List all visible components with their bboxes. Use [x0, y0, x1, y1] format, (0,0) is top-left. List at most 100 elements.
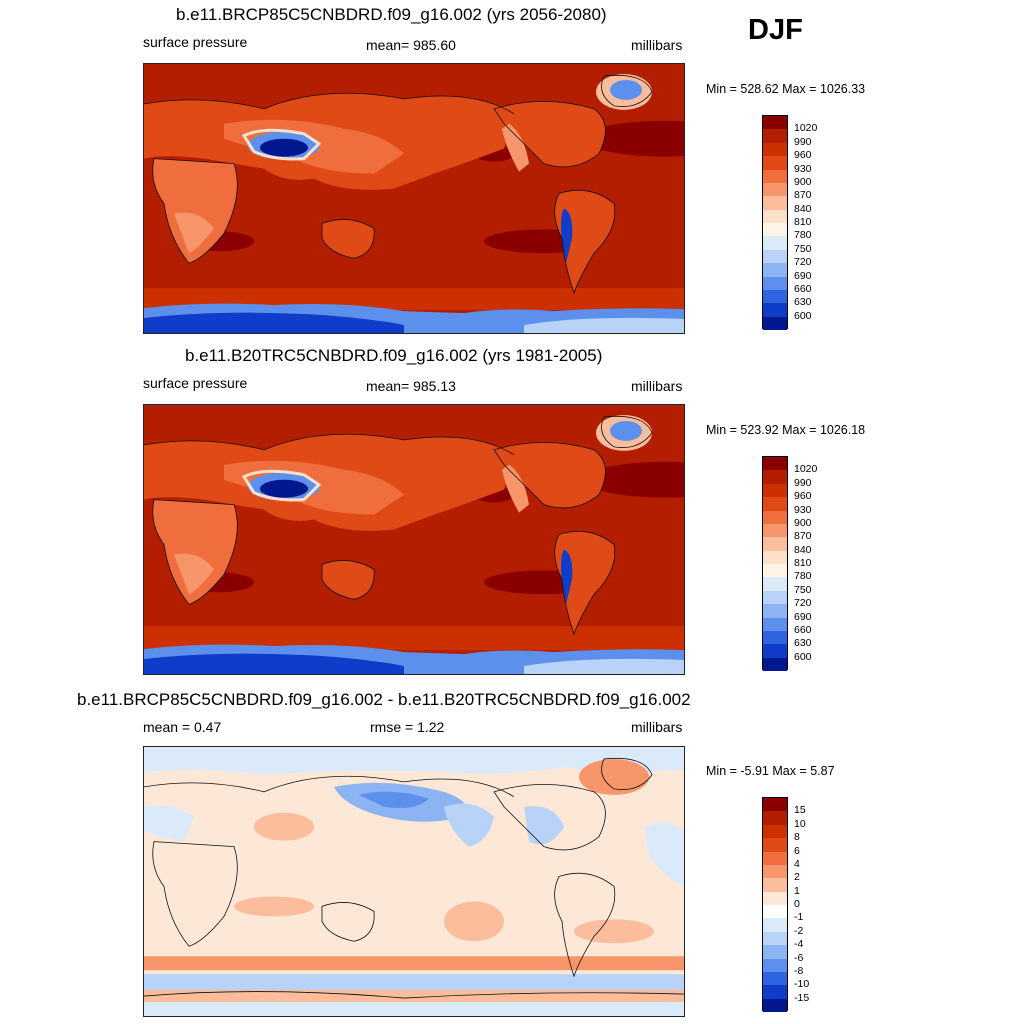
colorbar-swatch	[763, 523, 787, 538]
colorbar-swatch	[763, 891, 787, 905]
colorbar-swatch	[763, 276, 787, 290]
colorbar-swatch	[763, 470, 787, 484]
colorbar-swatch	[763, 564, 787, 578]
colorbar-swatch	[763, 590, 787, 605]
panel-top-map	[143, 63, 685, 334]
panel-middle-units-label: millibars	[631, 378, 683, 394]
colorbar-swatch	[763, 457, 787, 471]
colorbar-tick-label: 720	[794, 597, 812, 610]
panel-bottom-units-label: millibars	[631, 719, 683, 735]
panel-top-title: b.e11.BRCP85C5CNBDRD.f09_g16.002 (yrs 20…	[176, 5, 607, 24]
colorbar-tick-label: -4	[794, 938, 804, 951]
colorbar-swatch	[763, 905, 787, 919]
colorbar-swatch	[763, 316, 787, 330]
colorbar-tick-label: 720	[794, 256, 812, 269]
panel-top-mean-label: mean= 985.60	[366, 37, 456, 53]
colorbar-swatch	[763, 169, 787, 183]
colorbar-swatch	[763, 223, 787, 237]
colorbar-swatch	[763, 497, 787, 511]
colorbar-tick-label: 810	[794, 557, 812, 569]
panel-bottom-colorbar	[762, 797, 788, 1012]
colorbar-swatch	[763, 289, 787, 304]
colorbar-tick-label: 990	[794, 476, 812, 489]
colorbar-swatch	[763, 510, 787, 524]
colorbar-tick-label: 660	[794, 282, 812, 295]
colorbar-tick-label: 930	[794, 503, 812, 516]
colorbar-swatch	[763, 971, 787, 986]
colorbar-swatch	[763, 156, 787, 170]
colorbar-swatch	[763, 116, 787, 130]
colorbar-swatch	[763, 798, 787, 812]
panel-middle-minmax: Min = 523.92 Max = 1026.18	[706, 423, 866, 437]
colorbar-tick-label: 750	[794, 242, 812, 255]
colorbar-tick-label: 600	[794, 650, 812, 663]
panel-middle-title: b.e11.B20TRC5CNBDRD.f09_g16.002 (yrs 198…	[185, 346, 603, 365]
colorbar-tick-label: 780	[794, 229, 812, 242]
colorbar-tick-label: 630	[794, 296, 812, 309]
colorbar-tick-label: 870	[794, 189, 812, 202]
colorbar-tick-label: 1020	[794, 463, 818, 476]
colorbar-tick-label: 750	[794, 583, 812, 596]
colorbar-tick-label: -1	[794, 911, 804, 924]
panel-middle-colorbar	[762, 456, 788, 671]
colorbar-tick-label: 4	[794, 857, 800, 870]
colorbar-swatch	[763, 577, 787, 591]
colorbar-tick-label: 8	[794, 831, 800, 844]
colorbar-swatch	[763, 249, 787, 264]
colorbar-swatch	[763, 537, 787, 551]
colorbar-swatch	[763, 630, 787, 645]
colorbar-tick-label: -6	[794, 951, 804, 964]
colorbar-tick-label: 10	[794, 817, 806, 830]
colorbar-tick-label: 960	[794, 490, 812, 503]
colorbar-swatch	[763, 824, 787, 839]
colorbar-swatch	[763, 196, 787, 210]
colorbar-swatch	[763, 931, 787, 946]
colorbar-tick-label: 900	[794, 516, 812, 529]
colorbar-tick-label: -15	[794, 991, 810, 1004]
colorbar-swatch	[763, 811, 787, 825]
panel-top-colorbar	[762, 115, 788, 330]
colorbar-swatch	[763, 657, 787, 671]
colorbar-tick-label: 840	[794, 202, 812, 215]
colorbar-swatch	[763, 604, 787, 618]
panel-middle-mean-label: mean= 985.13	[366, 378, 456, 394]
colorbar-swatch	[763, 958, 787, 972]
colorbar-tick-label: 660	[794, 623, 812, 636]
colorbar-tick-label: 810	[794, 216, 812, 228]
colorbar-tick-label: 0	[794, 898, 800, 910]
colorbar-swatch	[763, 617, 787, 631]
colorbar-tick-label: 15	[794, 804, 806, 817]
colorbar-swatch	[763, 236, 787, 250]
colorbar-tick-label: 900	[794, 175, 812, 188]
colorbar-tick-label: -8	[794, 964, 804, 977]
panel-top-minmax: Min = 528.62 Max = 1026.33	[706, 82, 866, 96]
colorbar-tick-label: 6	[794, 844, 800, 857]
colorbar-tick-label: 1	[794, 884, 800, 897]
colorbar-tick-label: 690	[794, 269, 812, 282]
panel-bottom-mean-label: mean = 0.47	[143, 719, 222, 735]
colorbar-tick-label: 930	[794, 162, 812, 175]
colorbar-tick-label: 990	[794, 135, 812, 148]
colorbar-tick-label: 630	[794, 637, 812, 650]
colorbar-swatch	[763, 142, 787, 157]
colorbar-tick-label: 780	[794, 570, 812, 583]
colorbar-swatch	[763, 945, 787, 959]
colorbar-swatch	[763, 851, 787, 865]
colorbar-swatch	[763, 129, 787, 143]
colorbar-swatch	[763, 303, 787, 317]
colorbar-swatch	[763, 182, 787, 197]
colorbar-swatch	[763, 918, 787, 932]
panel-bottom-title: b.e11.BRCP85C5CNBDRD.f09_g16.002 - b.e11…	[77, 690, 691, 709]
colorbar-tick-label: -2	[794, 924, 804, 937]
colorbar-tick-label: 690	[794, 610, 812, 623]
colorbar-swatch	[763, 878, 787, 892]
colorbar-tick-label: 600	[794, 309, 812, 322]
season-label: DJF	[748, 14, 803, 46]
panel-middle-map	[143, 404, 685, 675]
panel-top-variable-label: surface pressure	[143, 34, 248, 50]
panel-top-units-label: millibars	[631, 37, 683, 53]
panel-middle-variable-label: surface pressure	[143, 375, 248, 391]
colorbar-swatch	[763, 985, 787, 999]
colorbar-swatch	[763, 644, 787, 658]
colorbar-swatch	[763, 864, 787, 879]
